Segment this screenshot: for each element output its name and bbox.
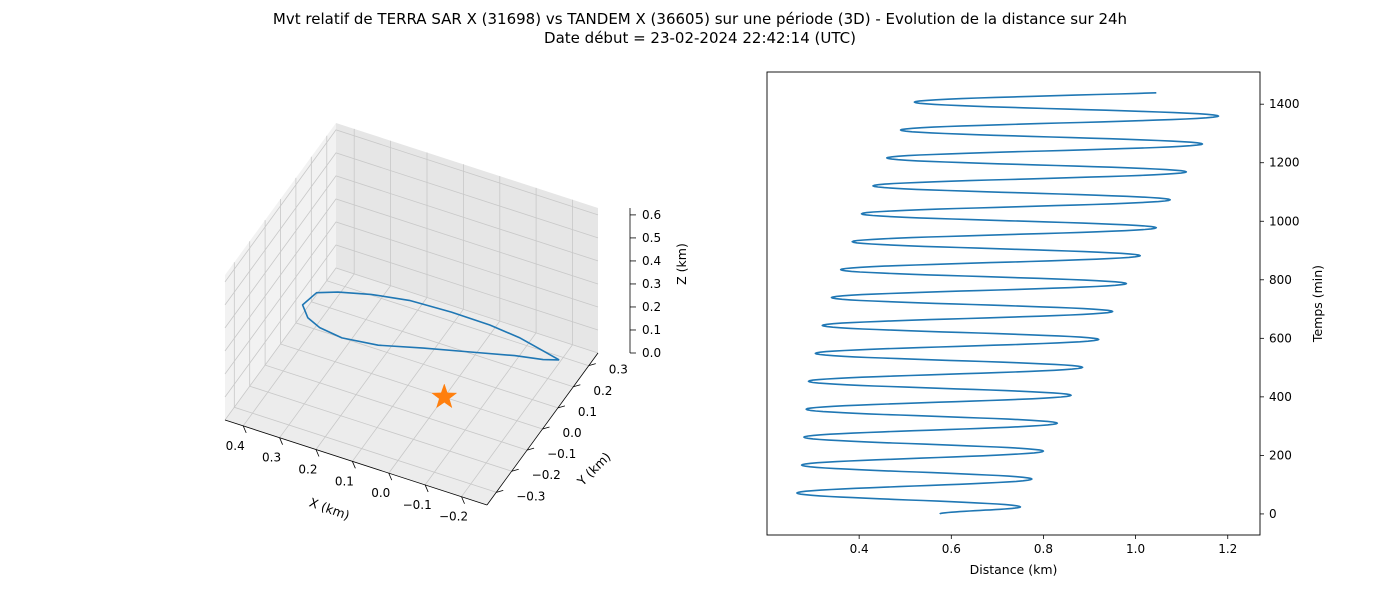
- origin-star-marker: [431, 383, 458, 409]
- grid-line-z: [224, 198, 599, 352]
- y-tick-label: 400: [1269, 390, 1292, 404]
- x-tick-label: 0.1: [335, 474, 354, 488]
- y-tick-label: 0.3: [609, 363, 628, 377]
- x-tick-mark: [424, 484, 429, 493]
- y-tick-label: 1000: [1269, 214, 1300, 228]
- z-tick-label: 0.1: [642, 323, 661, 337]
- distance-series-line: [796, 92, 1220, 515]
- x-tick-label: 1.2: [1218, 542, 1237, 556]
- z-tick-label: 0.0: [642, 346, 661, 360]
- x-tick-mark: [388, 472, 393, 481]
- x-axis-label: X (km): [307, 495, 351, 523]
- y-tick-label: −0.2: [532, 468, 561, 482]
- y-tick-mark: [542, 426, 550, 430]
- title-line-1: Mvt relatif de TERRA SAR X (31698) vs TA…: [272, 10, 1128, 28]
- y-axis-label: Y (km): [573, 449, 613, 489]
- x-tick-label: 0.4: [226, 439, 245, 453]
- y-tick-mark: [588, 363, 596, 367]
- title-line-2: Date début = 23-02-2024 22:42:14 (UTC): [544, 29, 856, 47]
- grid-line-z: [224, 244, 599, 398]
- y-tick-label: −0.1: [547, 447, 576, 461]
- x-axis-line: [224, 419, 488, 506]
- z-axis-label: Z (km): [674, 243, 689, 285]
- y-tick-label: 200: [1269, 448, 1292, 462]
- y-tick-mark: [496, 489, 504, 493]
- x-tick-mark: [315, 449, 320, 457]
- y-tick-mark: [511, 468, 519, 472]
- x-tick-label: 0.0: [371, 486, 390, 500]
- y-tick-label: 1400: [1269, 97, 1300, 111]
- x-tick-mark: [461, 496, 465, 504]
- grid-line-z: [224, 152, 599, 306]
- y-tick-label: 1200: [1269, 156, 1300, 170]
- y-tick-label: −0.3: [516, 489, 545, 503]
- x-axis-label: Distance (km): [970, 562, 1058, 577]
- grid-line-z: [224, 175, 599, 329]
- y-tick-label: 0.1: [578, 405, 597, 419]
- y-tick-mark: [526, 447, 535, 451]
- y-tick-label: 0.0: [563, 426, 582, 440]
- trajectory-line: [301, 291, 560, 361]
- z-tick-label: 0.6: [642, 208, 661, 222]
- back-pane-y: [336, 123, 598, 353]
- x-tick-label: 0.4: [850, 542, 869, 556]
- y-tick-label: 0.2: [593, 384, 612, 398]
- z-tick-label: 0.5: [642, 231, 661, 245]
- grid-line-z: [224, 129, 599, 283]
- y-axis-label: Temps (min): [1310, 265, 1325, 343]
- z-tick-label: 0.2: [642, 300, 661, 314]
- grid-line-z: [224, 221, 599, 375]
- z-tick-label: 0.4: [642, 254, 661, 268]
- y-tick-mark: [573, 384, 581, 388]
- plot-distance: 0.4 0.6 0.8 1.0 1.2 0 200 400 600 800 1000 1200 1400…: [766, 71, 1325, 577]
- plot-frame: [766, 71, 1261, 536]
- x-tick-label: −0.1: [403, 498, 432, 512]
- y-tick-label: 600: [1269, 331, 1292, 345]
- x-tick-label: 0.3: [262, 451, 281, 465]
- figure-title: Mvt relatif de TERRA SAR X (31698) vs TA…: [0, 10, 1400, 48]
- x-tick-mark: [351, 461, 356, 469]
- x-tick-label: 0.6: [942, 542, 961, 556]
- x-tick-label: 0.2: [298, 463, 317, 477]
- grid-line-z: [224, 267, 599, 421]
- z-tick-label: 0.3: [642, 277, 661, 291]
- y-tick-label: 0: [1269, 507, 1277, 521]
- x-tick-label: −0.2: [439, 510, 468, 524]
- x-tick-label: 0.8: [1034, 542, 1053, 556]
- y-tick-label: 800: [1269, 273, 1292, 287]
- x-tick-mark: [242, 425, 247, 434]
- y-tick-mark: [557, 405, 566, 409]
- x-tick-label: 1.0: [1126, 542, 1145, 556]
- plot-3d: −0.2 −0.1 0.0 0.1 0.2 0.3 0.4 −0.3 −0.2 −0.1 0.0 0.…: [224, 123, 689, 524]
- x-tick-mark: [279, 437, 283, 445]
